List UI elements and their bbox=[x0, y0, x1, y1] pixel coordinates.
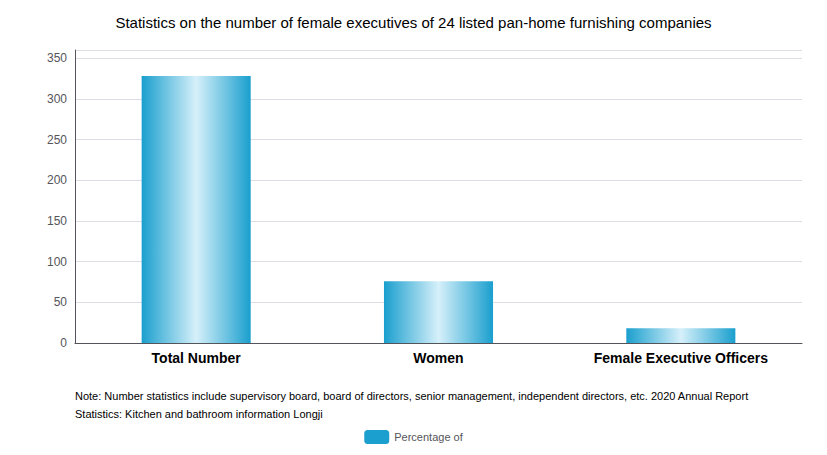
svg-text:100: 100 bbox=[47, 255, 67, 269]
svg-text:Statistics: Kitchen and bathro: Statistics: Kitchen and bathroom informa… bbox=[75, 408, 323, 420]
svg-text:200: 200 bbox=[47, 173, 67, 187]
svg-text:350: 350 bbox=[47, 51, 67, 65]
svg-text:Total Number: Total Number bbox=[152, 350, 242, 366]
svg-text:150: 150 bbox=[47, 214, 67, 228]
svg-text:0: 0 bbox=[60, 336, 67, 350]
svg-text:Percentage of: Percentage of bbox=[394, 431, 463, 443]
svg-text:50: 50 bbox=[54, 295, 68, 309]
svg-text:300: 300 bbox=[47, 92, 67, 106]
svg-text:Statistics on the number of fe: Statistics on the number of female execu… bbox=[115, 14, 711, 31]
svg-text:Female Executive Officers: Female Executive Officers bbox=[594, 350, 769, 366]
svg-text:250: 250 bbox=[47, 133, 67, 147]
svg-text:Women: Women bbox=[413, 350, 463, 366]
svg-text:Note: Number statistics includ: Note: Number statistics include supervis… bbox=[75, 390, 748, 402]
